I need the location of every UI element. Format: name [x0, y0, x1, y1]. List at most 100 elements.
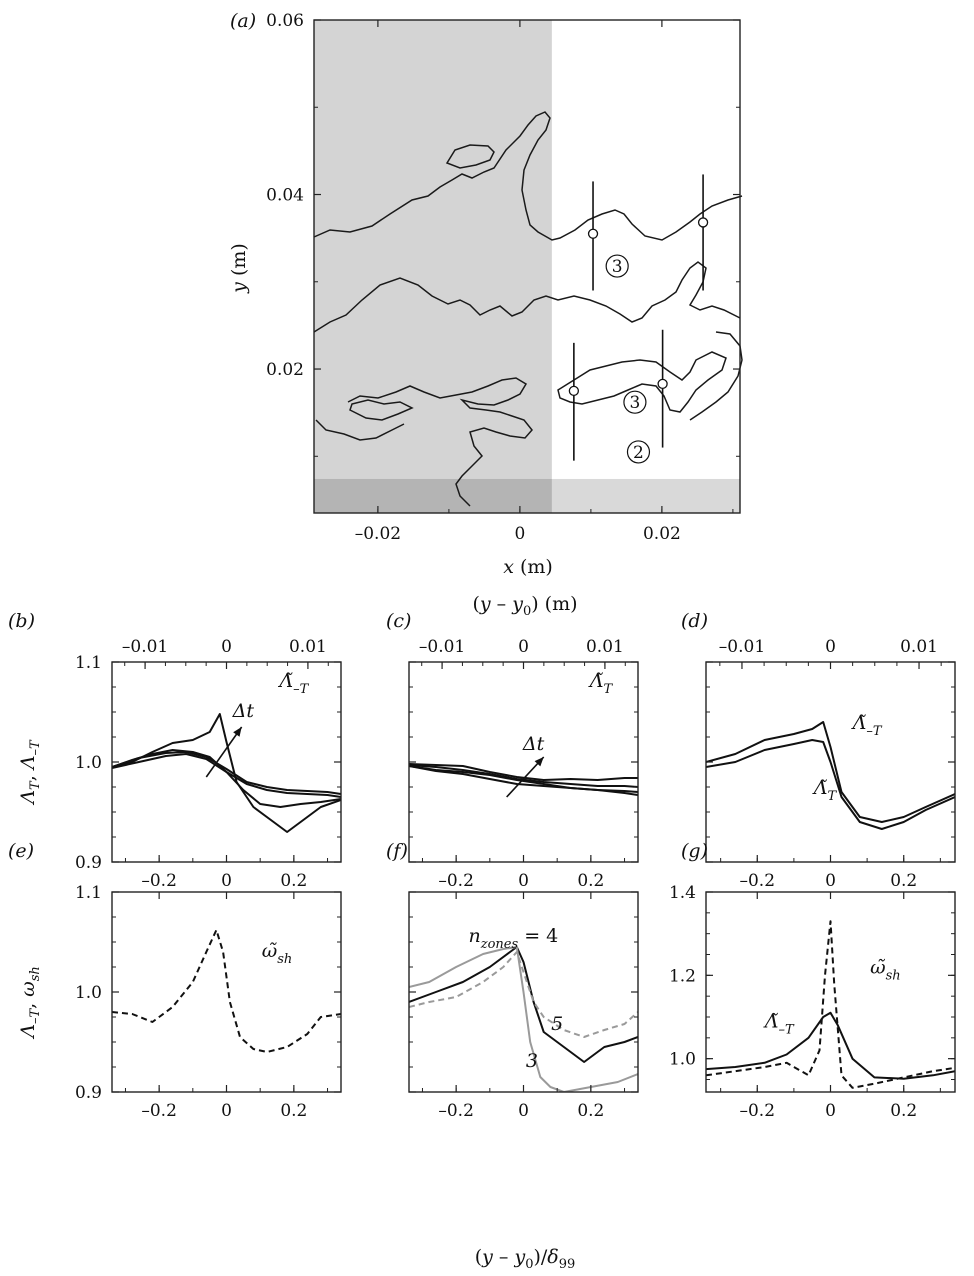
x-tick-label-d-0: –0.2	[739, 871, 775, 891]
zone-label-1: 3	[630, 393, 641, 413]
probe-point-3	[657, 378, 668, 390]
zone-labels: 3 3 2	[605, 254, 651, 464]
top-tick-label-c-1: 0	[518, 637, 529, 657]
panel-label-b: (b)	[8, 610, 35, 632]
contour-right-edge	[689, 331, 743, 421]
panel-label-g: (g)	[681, 840, 708, 862]
zone-circle-2	[626, 440, 651, 464]
annotation-f-0: nzones = 4	[469, 925, 559, 952]
annotation-f-1: 5	[551, 1013, 563, 1035]
probe-point-1	[697, 217, 709, 228]
zone-label-2: 2	[633, 443, 644, 463]
contour-island-top	[445, 144, 495, 169]
axes-a: –0.02 0 0.02 0.02 0.04 0.06	[266, 11, 740, 544]
top-tick-label-b-2: 0.01	[289, 637, 327, 657]
x-tick-label-f-0: –0.2	[438, 1101, 474, 1121]
shaded-region-left	[314, 20, 552, 513]
x-tick-label-e-2: 0.2	[280, 1101, 307, 1121]
panel-e: (e) –0.2 0 0.2 0.9 1.0 1.1 ω̃sh	[8, 840, 342, 1121]
vortex-contours	[313, 111, 743, 507]
y-tick-label-g-0: 1.0	[669, 1050, 696, 1070]
x-tick-label-f-2: 0.2	[577, 1101, 604, 1121]
x-axis-label-a: x (m)	[503, 556, 553, 578]
contour-upper-interface	[313, 111, 743, 241]
annotation-f-2: 3	[526, 1050, 538, 1072]
panel-label-a: (a)	[230, 10, 256, 32]
series-line-f-1	[409, 946, 638, 1092]
y-tick-label-e-0: 0.9	[75, 1083, 102, 1103]
x-tick-label-b-0: –0.2	[141, 871, 177, 891]
delta-t-arrowhead-c	[534, 757, 544, 767]
panel-label-e: (e)	[8, 840, 34, 862]
top-tick-label-c-2: 0.01	[586, 637, 624, 657]
contour-left-lower	[315, 419, 405, 441]
annotation-e-0: ω̃sh	[262, 940, 293, 967]
panel-d: (d) –0.2 0 0.2 –0.01 0 0.01 Λ̃–T Λ̃T	[681, 610, 956, 891]
series-line-b-3	[112, 753, 341, 798]
plot-frame-e	[111, 891, 342, 1093]
series-line-c-0	[409, 763, 638, 781]
series-group-f	[409, 946, 638, 1092]
probe-point-0	[587, 228, 599, 239]
x-tick-label-c-1: 0	[518, 871, 529, 891]
shaded-region-bottom	[314, 478, 740, 513]
series-line-e-0	[112, 929, 341, 1053]
panel-f: (f) –0.2 0 0.2 nzones = 4 53	[386, 840, 639, 1121]
annotation-b-0: Λ̃–T	[277, 670, 309, 697]
series-line-d-1	[706, 739, 955, 830]
series-line-f-2	[409, 951, 638, 1038]
series-group-g	[706, 920, 955, 1089]
y-axis-label-a: y (m)	[228, 243, 250, 294]
series-group-e	[112, 929, 341, 1053]
y-tick-label-g-1: 1.2	[669, 966, 696, 986]
top-tick-label-d-2: 0.01	[900, 637, 938, 657]
series-line-b-0	[112, 713, 341, 833]
y-axis-label-b: ΛT, Λ–T	[17, 739, 43, 806]
series-line-d-0	[706, 721, 955, 823]
series-line-b-1	[112, 749, 341, 808]
contour-blob-lower	[349, 399, 414, 421]
panel-g: (g) –0.2 0 0.2 1.0 1.2 1.4 ω̃sh Λ̃–T	[669, 840, 956, 1121]
delta-t-arrow-b	[205, 726, 243, 778]
x-tick-label-c-2: 0.2	[577, 871, 604, 891]
top-tick-label-c-0: –0.01	[419, 637, 465, 657]
x-tick-label-g-2: 0.2	[890, 1101, 917, 1121]
x-tick-label-b-2: 0.2	[280, 871, 307, 891]
x-tick-label-e-0: –0.2	[141, 1101, 177, 1121]
x-tick-label-a-2: 0.02	[643, 524, 681, 544]
series-line-c-3	[409, 765, 638, 796]
series-line-f-0	[409, 946, 638, 1063]
annotation-g-0: ω̃sh	[870, 956, 901, 983]
panel-c: (c) –0.2 0 0.2 –0.01 0 0.01 Λ̃T Δt	[386, 610, 639, 891]
x-tick-label-f-1: 0	[518, 1101, 529, 1121]
y-tick-label-b-2: 1.1	[75, 653, 102, 673]
annotation-c-1: Δt	[522, 733, 545, 755]
annotation-d-1: Λ̃T	[812, 777, 838, 804]
series-group-c	[409, 763, 638, 796]
probe-point-2	[568, 385, 580, 396]
y-tick-label-b-1: 1.0	[75, 753, 102, 773]
probe-markers	[568, 174, 709, 461]
series-line-g-1	[706, 920, 955, 1089]
annotation-b-1: Δt	[232, 700, 255, 722]
series-line-b-2	[112, 751, 341, 795]
x-tick-label-g-1: 0	[825, 1101, 836, 1121]
panel-b: (b) –0.2 0 0.2 –0.01 0 0.01 0.9 1.0 1.1 Λ̃–T Δt	[8, 610, 342, 891]
y-tick-label-a-1: 0.04	[266, 186, 304, 206]
annotation-g-1: Λ̃–T	[763, 1010, 795, 1037]
x-tick-label-g-0: –0.2	[739, 1101, 775, 1121]
y-tick-label-a-0: 0.02	[266, 360, 304, 380]
panel-label-c: (c)	[386, 610, 411, 632]
y-tick-label-b-0: 0.9	[75, 853, 102, 873]
y-tick-label-e-2: 1.1	[75, 883, 102, 903]
zone-label-0: 3	[612, 257, 623, 277]
annotation-c-0: Λ̃T	[588, 670, 614, 697]
series-line-g-0	[706, 1011, 955, 1080]
x-tick-label-a-1: 0	[514, 524, 525, 544]
series-group-b	[112, 713, 341, 833]
panel-label-d: (d)	[681, 610, 708, 632]
y-tick-label-a-2: 0.06	[266, 11, 304, 31]
series-group-d	[706, 721, 955, 830]
top-tick-label-d-1: 0	[825, 637, 836, 657]
